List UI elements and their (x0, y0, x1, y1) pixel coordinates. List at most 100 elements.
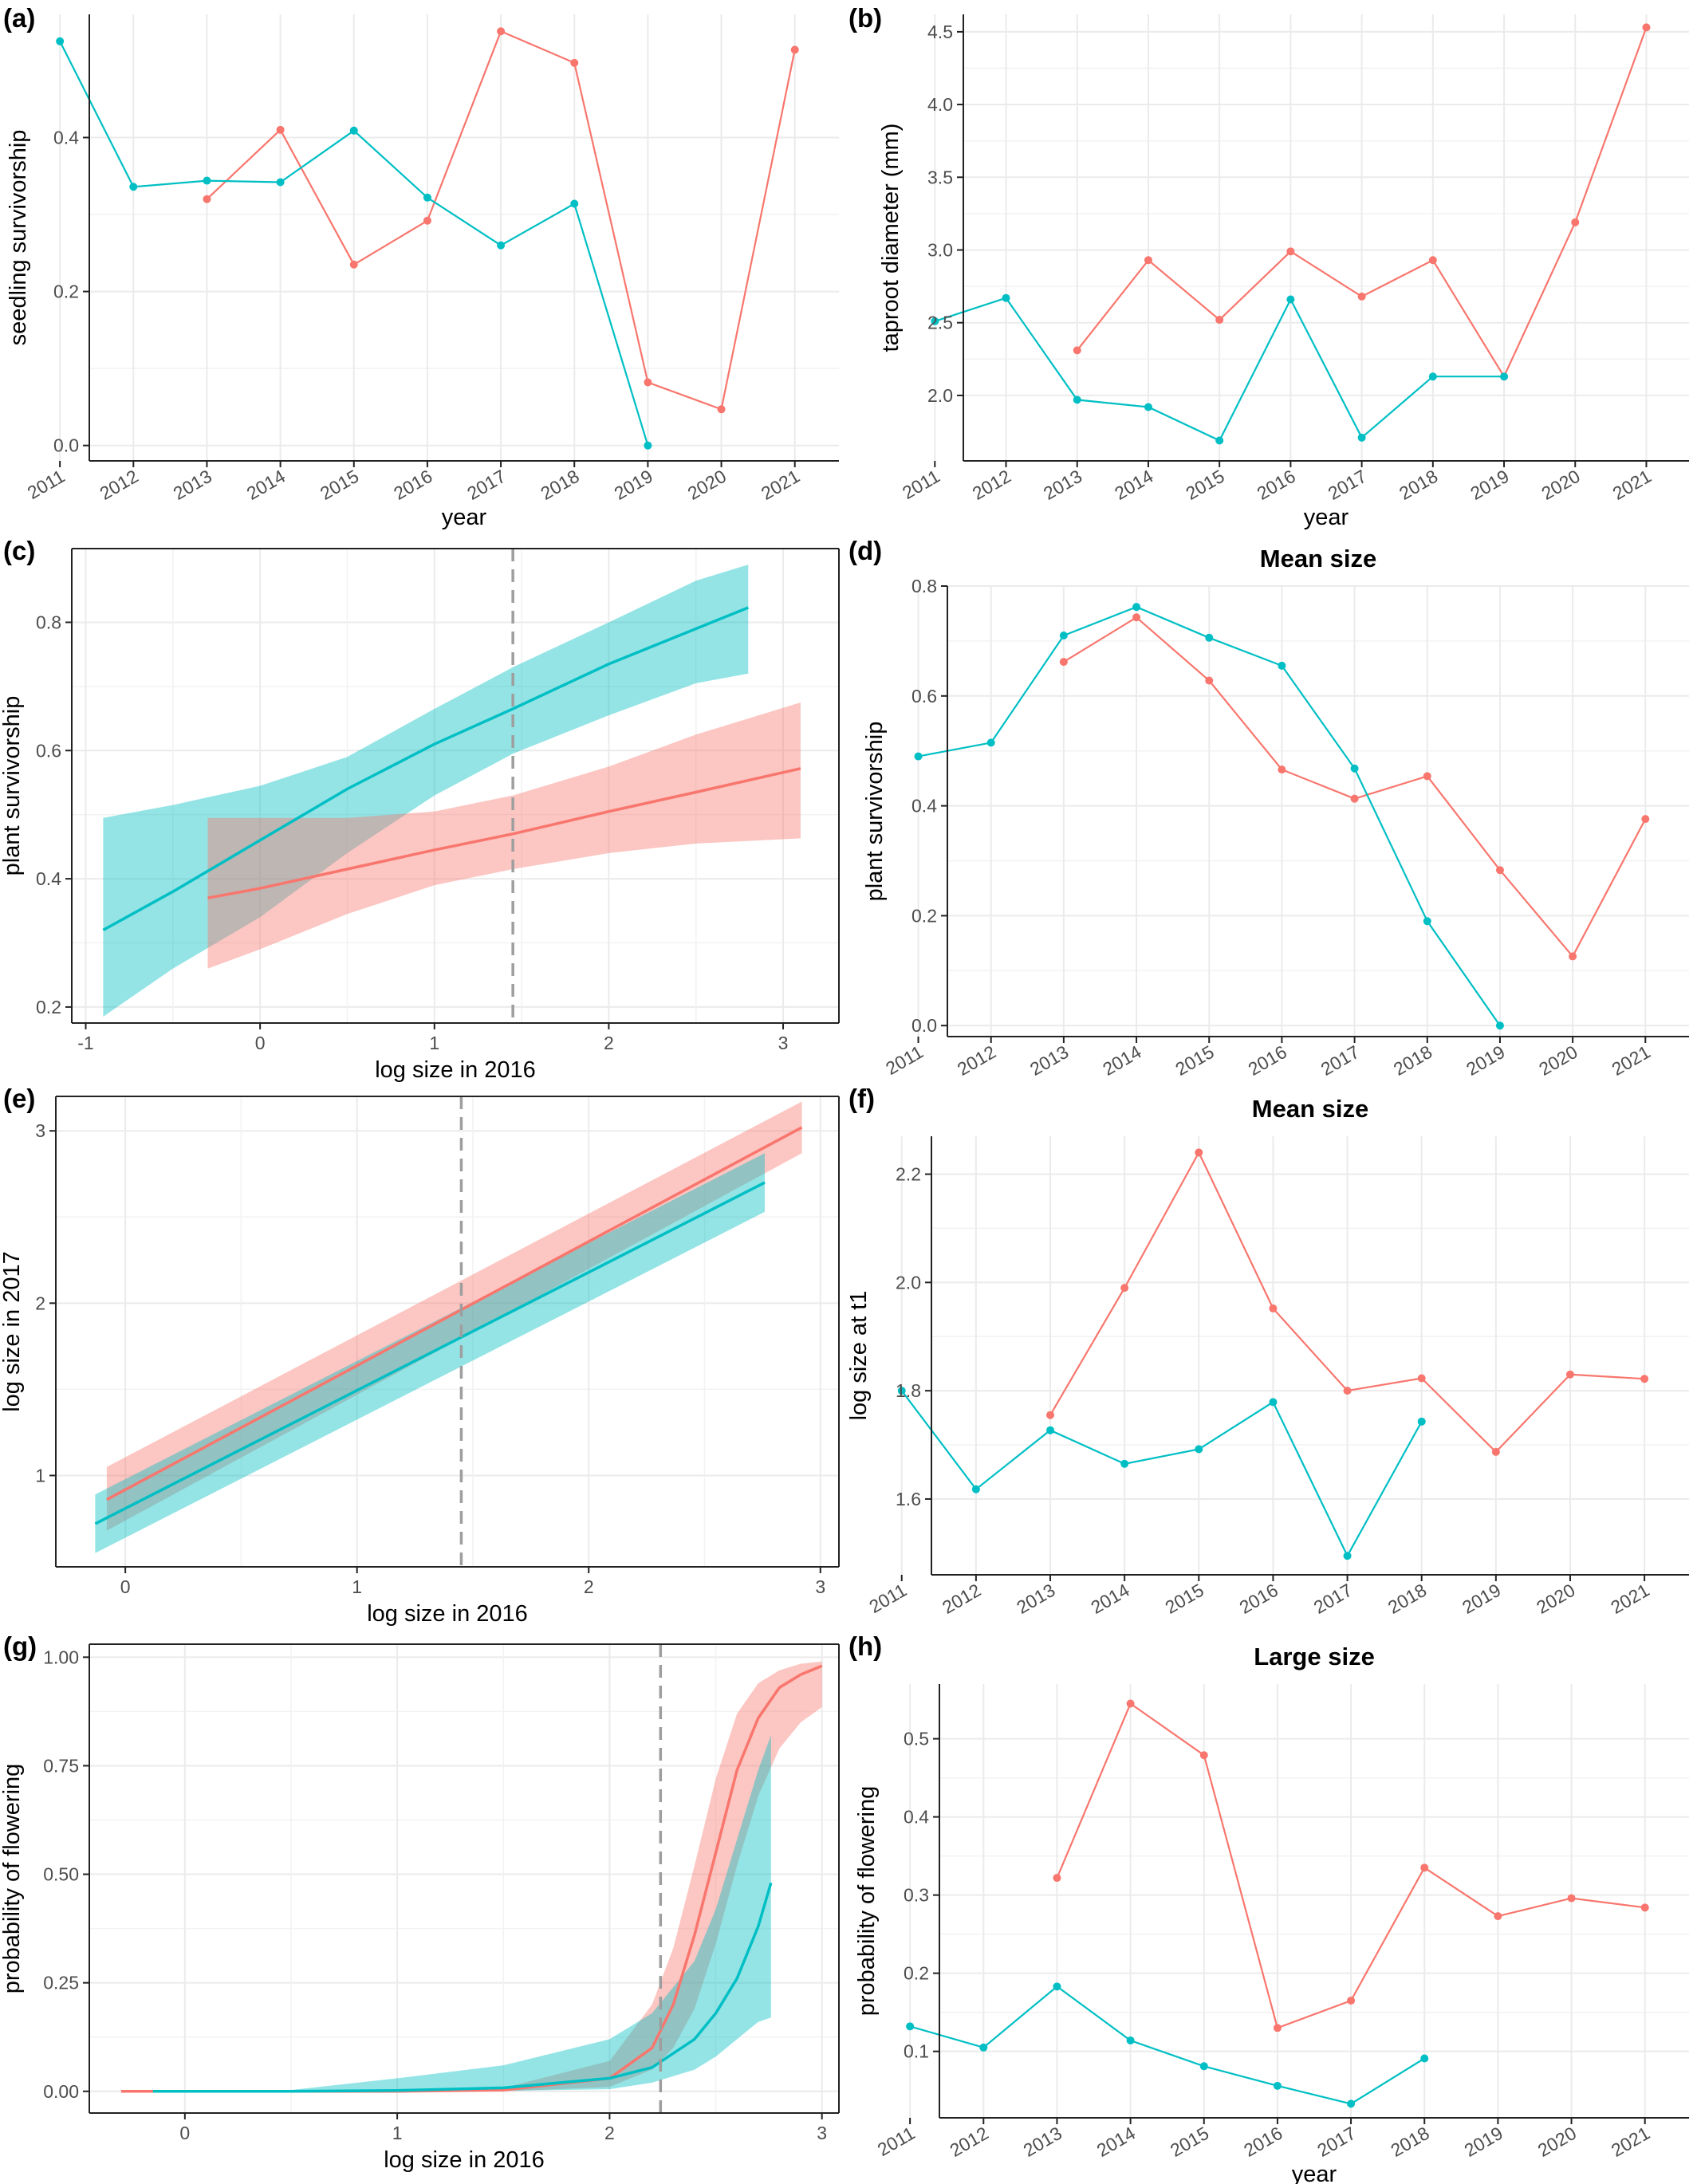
data-point (349, 126, 358, 135)
data-point (1053, 1874, 1061, 1883)
x-tick-label: 2013 (170, 466, 215, 504)
data-point (1120, 1459, 1129, 1468)
x-tick-label: 2021 (758, 466, 803, 504)
data-point (276, 178, 285, 187)
x-tick-label: 2015 (1182, 466, 1227, 504)
x-tick-label: 3 (815, 1576, 825, 1597)
data-point (914, 752, 923, 761)
x-tick-label: 2018 (1396, 466, 1441, 504)
data-point (1428, 372, 1437, 381)
confidence-band-red (120, 1661, 822, 2092)
data-point (906, 2022, 915, 2031)
x-axis-title: year (1304, 505, 1349, 530)
x-tick-label: 2015 (1161, 1580, 1207, 1618)
x-axis-title: log size in 2016 (384, 2147, 545, 2173)
data-point (1642, 23, 1651, 32)
x-tick-label: 2021 (1609, 466, 1655, 504)
y-tick-label: 0.3 (904, 1885, 929, 1906)
data-point (1002, 293, 1010, 302)
y-tick-label: 0.6 (36, 740, 61, 761)
y-axis-title: plant survivorship (862, 722, 888, 902)
data-point (423, 216, 431, 225)
data-point (1428, 256, 1437, 265)
data-point (1046, 1426, 1055, 1434)
data-point (1343, 1552, 1352, 1560)
fitted-line-teal (152, 1882, 773, 2093)
panel-label: (g) (3, 1631, 37, 1661)
x-tick-label: 2014 (1087, 1580, 1132, 1618)
series-teal (906, 1982, 1429, 2108)
series-teal (914, 603, 1504, 1030)
data-point (570, 58, 579, 67)
y-axis-title: probability of flowering (854, 1786, 880, 2017)
data-point (1343, 1387, 1352, 1395)
x-tick-label: 1 (429, 1033, 439, 1053)
y-tick-label: 0.2 (53, 281, 79, 302)
x-axis-title: year (442, 505, 487, 530)
data-point (1073, 395, 1081, 404)
x-tick-label: 2012 (939, 1580, 984, 1618)
x-tick-label: 2011 (899, 466, 943, 503)
x-tick-label: 2011 (865, 1580, 910, 1617)
plot-background (939, 1684, 1689, 2118)
fitted-line-teal (102, 606, 749, 931)
y-tick-label: 0.4 (53, 127, 79, 148)
series-red (1046, 1148, 1649, 1456)
data-point (1491, 1447, 1500, 1456)
x-tick-label: 1 (392, 2123, 403, 2143)
fitted-line-teal (94, 1181, 766, 1525)
panel-title: Mean size (1252, 1095, 1368, 1123)
data-point (1132, 603, 1141, 612)
data-point (1286, 247, 1295, 256)
y-tick-label: 2 (35, 1293, 45, 1313)
y-tick-label: 0.2 (36, 997, 61, 1017)
data-point (1640, 1903, 1649, 1912)
y-tick-label: 1 (35, 1465, 45, 1486)
data-point (56, 37, 65, 45)
x-tick-label: 2019 (1459, 1580, 1504, 1618)
panel-label: (c) (3, 536, 35, 565)
y-tick-label: 0.4 (36, 868, 61, 889)
panel-title: Large size (1254, 1643, 1375, 1670)
x-tick-label: 2016 (1236, 1580, 1282, 1618)
y-tick-label: 0.8 (911, 576, 937, 596)
x-tick-label: 2011 (882, 1041, 927, 1079)
panel-d: 0.0 0.2 0.4 0.6 0.8 2011 2012 2013 2014 2015 2016 2… (848, 536, 1689, 1080)
panel-a: 0.0 0.2 0.4 2011 2012 2013 2014 2015 2016 2017 201… (3, 3, 839, 530)
series-red (203, 27, 799, 414)
x-axis-title: log size in 2016 (367, 1601, 528, 1627)
data-point (1640, 1375, 1649, 1383)
y-tick-label: 0.8 (36, 612, 61, 632)
plot-background (89, 14, 839, 461)
x-tick-label: 2013 (1040, 466, 1085, 504)
x-tick-label: 2014 (1099, 1041, 1144, 1080)
data-point (1641, 815, 1650, 824)
panel-label: (b) (848, 3, 882, 33)
plot-background (89, 1644, 839, 2113)
data-point (1278, 661, 1286, 670)
data-point (1059, 632, 1068, 640)
x-tick-label: 2013 (1026, 1041, 1072, 1080)
data-point (1357, 292, 1366, 301)
data-point (971, 1485, 980, 1493)
data-point (1494, 1912, 1502, 1921)
fitted-line-red (207, 767, 801, 899)
data-point (1350, 764, 1359, 773)
data-point (1195, 1445, 1203, 1454)
y-tick-label: 0.4 (911, 796, 937, 817)
x-tick-label: 2021 (1608, 1041, 1653, 1080)
y-axis-title: log size at t1 (846, 1291, 872, 1421)
x-tick-label: 2019 (1463, 1041, 1508, 1080)
x-tick-label: 2016 (1240, 2123, 1286, 2161)
y-tick-label: 0.5 (904, 1729, 929, 1749)
x-tick-label: 2012 (969, 466, 1014, 504)
x-tick-label: 2017 (1313, 2123, 1359, 2161)
x-tick-label: 0 (120, 1576, 131, 1597)
y-tick-label: 2.0 (927, 385, 953, 406)
data-point (1423, 772, 1431, 781)
x-tick-label: 2020 (1535, 1041, 1581, 1080)
y-tick-label: 1.00 (43, 1647, 79, 1667)
y-tick-label: 4.0 (927, 94, 953, 115)
data-point (497, 241, 506, 250)
data-point (1495, 1021, 1504, 1030)
